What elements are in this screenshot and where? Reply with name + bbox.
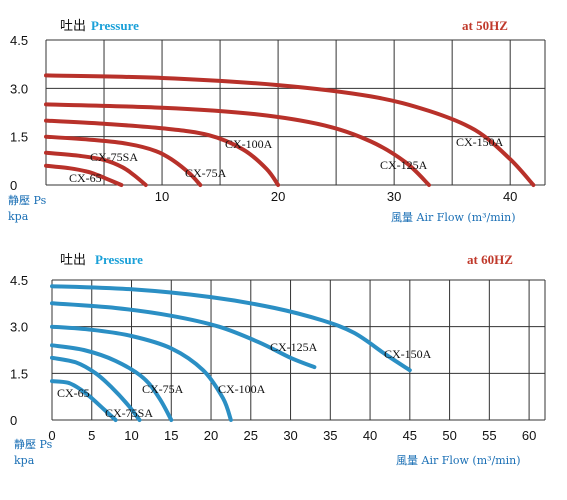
x-axis-label: 風量 Air Flow (m³/min) <box>396 454 521 467</box>
x-tick-label: 45 <box>403 428 417 443</box>
series-line-cx-65 <box>44 163 124 187</box>
series-label: CX-100A <box>218 382 266 396</box>
y-tick-label: 3.0 <box>10 81 28 96</box>
series-label: CX-125A <box>380 158 428 172</box>
series-line-cx-150a <box>44 73 536 187</box>
chart-frequency: at 50HZ <box>462 18 508 33</box>
y-axis-label: 静壓 Ps <box>8 193 47 207</box>
y-tick-label: 0 <box>10 178 17 193</box>
series-line-cx-75sa <box>50 355 142 422</box>
series-line-cx-125a <box>44 102 431 187</box>
chart-title: Pressure <box>91 18 139 33</box>
series-label: CX-75SA <box>90 150 138 164</box>
x-tick-label: 15 <box>164 428 178 443</box>
series-line-cx-100a <box>44 118 281 187</box>
series-label: CX-150A <box>384 347 432 361</box>
x-tick-label: 5 <box>88 428 95 443</box>
x-axis-label: 風量 Air Flow (m³/min) <box>391 211 516 224</box>
chart-title-cn: 吐出 <box>60 253 86 268</box>
series-line-cx-75a <box>50 343 174 422</box>
series-label: CX-75SA <box>105 406 153 420</box>
y-axis-unit: kpa <box>8 210 29 223</box>
series-line-cx-125a <box>50 301 317 370</box>
x-tick-label: 55 <box>482 428 496 443</box>
y-tick-label: 3.0 <box>10 320 28 335</box>
y-axis-unit: kpa <box>14 454 35 467</box>
series-line-cx-75a <box>44 134 203 187</box>
chart-title: Pressure <box>95 252 143 267</box>
series-label: CX-65 <box>57 386 90 400</box>
series-line-cx-75sa <box>44 150 148 187</box>
y-tick-label: 4.5 <box>10 273 28 288</box>
y-tick-label: 4.5 <box>10 33 28 48</box>
chart-2: 吐出 Pressure at 60HZ 0 1.5 3.0 4.5 0 5 10 15 20 25 30 3… <box>10 252 546 467</box>
x-tick-label: 30 <box>387 189 401 204</box>
x-tick-label: 25 <box>244 428 258 443</box>
x-tick-label: 35 <box>323 428 337 443</box>
x-tick-label: 40 <box>363 428 377 443</box>
series-label: CX-125A <box>270 340 318 354</box>
series-label: CX-65 <box>69 171 102 185</box>
x-tick-label: 40 <box>503 189 517 204</box>
series-label: CX-75A <box>142 382 184 396</box>
x-tick-label: 30 <box>283 428 297 443</box>
x-tick-label: 60 <box>522 428 536 443</box>
chart-title-cn: 吐出 <box>60 19 86 34</box>
x-tick-label: 0 <box>48 428 55 443</box>
chart-1: 吐出 Pressure at 50HZ 0 1.5 3.0 4.5 10 20 30 40 静壓 Ps… <box>8 18 546 224</box>
series-line-cx-100a <box>50 324 233 422</box>
y-tick-label: 1.5 <box>10 130 28 145</box>
x-tick-label: 20 <box>204 428 218 443</box>
y-tick-label: 1.5 <box>10 366 28 381</box>
y-tick-label: 0 <box>10 413 17 428</box>
y-axis-label: 静壓 Ps <box>14 437 53 451</box>
x-tick-label: 20 <box>271 189 285 204</box>
x-tick-label: 10 <box>155 189 169 204</box>
series-line-cx-65 <box>50 379 118 422</box>
series-label: CX-100A <box>225 137 273 151</box>
series-label: CX-150A <box>456 135 504 149</box>
chart-frequency: at 60HZ <box>467 252 513 267</box>
x-tick-label: 10 <box>124 428 138 443</box>
series-label: CX-75A <box>185 166 227 180</box>
series-line-cx-150a <box>50 284 412 373</box>
x-tick-label: 50 <box>442 428 456 443</box>
